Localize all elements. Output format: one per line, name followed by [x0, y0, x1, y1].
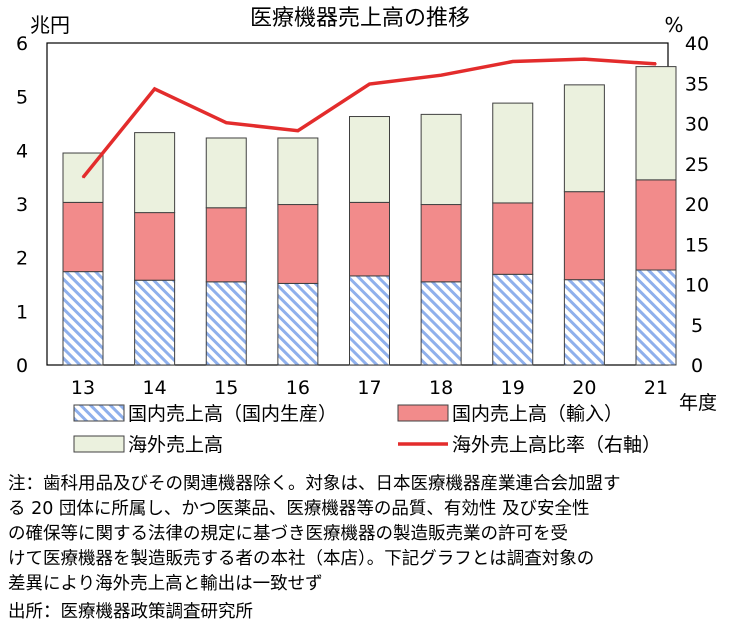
- bar-segment: [134, 279, 176, 366]
- chart-title: 医療機器売上高の推移: [250, 6, 470, 31]
- bar-segment: [563, 191, 605, 281]
- bar-segment: [420, 281, 462, 366]
- ratio-point: [225, 121, 228, 124]
- right-tick-label: 5: [691, 315, 703, 337]
- x-tick-label: 13: [71, 377, 95, 399]
- bar-segment: [277, 282, 319, 366]
- bar-segment: [62, 271, 104, 366]
- note-line-4: けて医療機器を製造販売する者の本社（本店）。下記グラフとは調査対象の: [8, 549, 595, 569]
- bars-group: [62, 66, 677, 366]
- legend-swatch: [73, 404, 125, 422]
- x-axis-unit: 年度: [679, 392, 717, 414]
- chart: 医療機器売上高の推移 兆円 % 0 1 2 3 4 5 6 0 5 10 15 20 25 30 35 40…: [16, 6, 717, 456]
- right-tick-label: 20: [685, 194, 709, 216]
- right-tick-label: 10: [685, 275, 709, 297]
- bar-segment: [492, 202, 534, 275]
- legend-label: 国内売上高（輸入）: [452, 403, 623, 425]
- bar-segment: [205, 207, 247, 283]
- bar-segment: [563, 84, 605, 193]
- legend-label: 国内売上高（国内生産）: [128, 403, 337, 425]
- bar-segment: [349, 116, 390, 203]
- left-tick-label: 0: [16, 355, 28, 377]
- bar-segment: [277, 204, 319, 284]
- x-tick-label: 19: [501, 377, 525, 399]
- note-line-3: の確保等に関する法律の規定に基づき医療機器の製造販売業の許可を受: [8, 524, 568, 544]
- x-tick-label: 21: [644, 377, 668, 399]
- x-axis-ticks: 13 14 15 16 17 18 19 20 21: [71, 377, 668, 399]
- legend: 国内売上高（国内生産） 国内売上高（輸入） 海外売上高 海外売上高比率（右軸）: [73, 403, 661, 456]
- right-tick-label: 15: [685, 234, 709, 256]
- note-line-1: 注：歯科用品及びその関連機器除く。対象は、日本医療機器産業連合会加盟す: [8, 474, 621, 494]
- ratio-point: [583, 58, 586, 60]
- bar-segment: [635, 66, 677, 181]
- legend-swatch: [397, 404, 449, 422]
- bar-segment: [420, 204, 462, 283]
- x-tick-label: 16: [286, 377, 310, 399]
- left-tick-label: 1: [16, 301, 28, 323]
- ratio-point: [655, 63, 657, 65]
- note-line-2: る 20 団体に所属し、かつ医薬品、医療機器等の品質、有効性 及び安全性: [8, 499, 590, 519]
- x-tick-label: 14: [143, 377, 167, 399]
- right-axis-ticks: 0 5 10 15 20 25 30 35 40: [685, 33, 709, 377]
- ratio-point: [82, 176, 84, 179]
- bar-segment: [277, 137, 319, 206]
- x-tick-label: 17: [357, 377, 381, 399]
- bar-segment: [349, 275, 390, 366]
- left-tick-label: 5: [16, 87, 28, 109]
- right-tick-label: 0: [691, 355, 703, 377]
- x-tick-label: 20: [572, 377, 596, 399]
- left-axis-unit: 兆円: [30, 13, 70, 37]
- ratio-point: [297, 129, 299, 132]
- left-tick-label: 4: [16, 140, 28, 162]
- x-tick-label: 15: [214, 377, 238, 399]
- right-tick-label: 30: [685, 114, 709, 136]
- bar-segment: [635, 179, 677, 271]
- ratio-point: [368, 83, 371, 85]
- bar-segment: [62, 201, 104, 273]
- right-axis-unit: %: [664, 13, 683, 37]
- left-axis-ticks: 0 1 2 3 4 5 6: [16, 33, 28, 377]
- bar-segment: [205, 281, 247, 366]
- source-line: 出所：医療機器政策調査研究所: [8, 602, 253, 622]
- right-tick-label: 25: [685, 154, 709, 176]
- ratio-line-group: [81, 57, 657, 179]
- right-tick-label: 40: [685, 33, 709, 55]
- legend-label: 海外売上高比率（右軸）: [452, 434, 661, 456]
- bar-segment: [205, 137, 247, 209]
- left-tick-label: 6: [16, 33, 28, 55]
- bar-segment: [134, 212, 176, 281]
- bar-segment: [492, 273, 534, 366]
- left-tick-label: 2: [16, 248, 28, 270]
- ratio-point: [153, 88, 156, 90]
- bar-segment: [563, 279, 605, 366]
- bar-segment: [134, 132, 176, 214]
- bar-segment: [635, 269, 677, 366]
- left-tick-label: 3: [16, 194, 28, 216]
- bar-segment: [420, 113, 462, 206]
- ratio-point: [511, 60, 514, 63]
- note-line-5: 差異により海外売上高と輸出は一致せず: [8, 574, 323, 594]
- legend-swatch: [73, 435, 125, 453]
- x-tick-label: 18: [429, 377, 453, 399]
- bar-segment: [349, 201, 390, 277]
- ratio-point: [440, 74, 442, 76]
- legend-label: 海外売上高: [128, 434, 223, 456]
- right-tick-label: 35: [685, 73, 709, 95]
- bar-segment: [492, 102, 534, 204]
